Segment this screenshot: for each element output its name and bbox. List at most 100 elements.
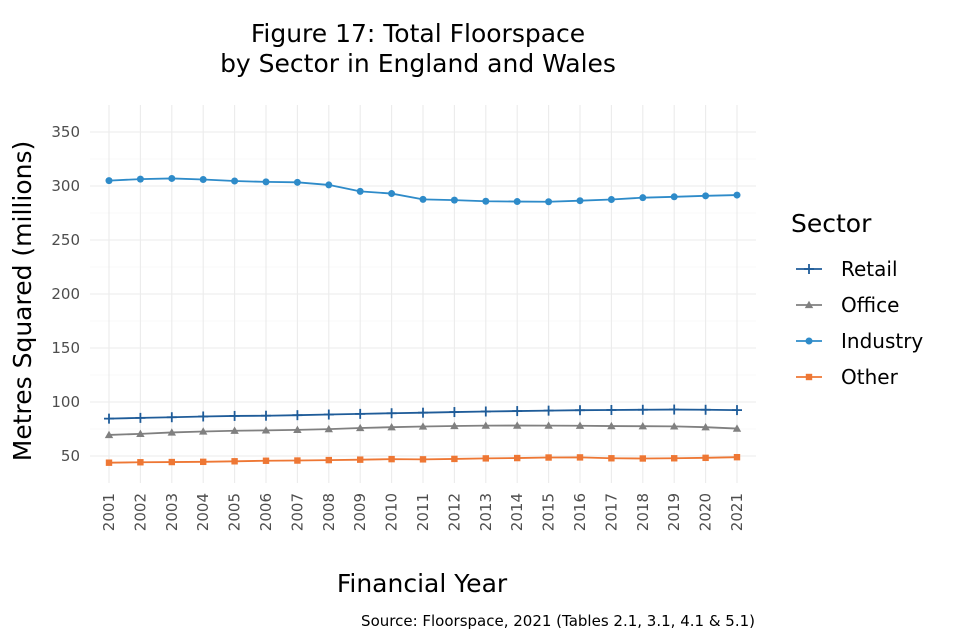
- x-tick-label: 2007: [288, 493, 306, 531]
- data-point-office: [481, 421, 490, 429]
- data-point-industry: [419, 195, 427, 203]
- legend-key-marker-retail: [804, 264, 814, 274]
- x-axis-ticks: 2001 2002 2003 2004 2005 2006 2007 2008 2009 2010…: [100, 493, 746, 531]
- x-tick-label: 2004: [194, 493, 212, 531]
- data-point-office: [544, 421, 553, 429]
- y-axis-title: Metres Squared (millions): [8, 141, 37, 461]
- data-point-office: [230, 426, 239, 434]
- x-tick-label: 2011: [414, 493, 432, 531]
- data-point-retail: [198, 411, 209, 422]
- x-tick-label: 2008: [320, 493, 338, 531]
- series-industry: [105, 174, 741, 206]
- data-point-office: [167, 428, 176, 436]
- x-tick-label: 2021: [728, 493, 746, 531]
- data-point-office: [701, 422, 710, 431]
- x-tick-label: 2017: [602, 493, 620, 531]
- data-point-other: [482, 455, 489, 462]
- data-point-industry: [545, 198, 553, 206]
- data-point-other: [671, 455, 678, 462]
- data-point-industry: [607, 196, 615, 203]
- data-point-office: [513, 421, 522, 429]
- data-point-other: [514, 454, 521, 462]
- data-point-office: [575, 421, 585, 429]
- data-point-other: [451, 455, 458, 463]
- x-tick-label: 2018: [634, 493, 652, 531]
- data-point-industry: [231, 177, 239, 185]
- data-point-other: [294, 457, 301, 464]
- x-tick-label: 2001: [100, 493, 118, 531]
- data-point-retail: [700, 404, 711, 415]
- data-point-industry: [388, 190, 396, 198]
- legend-key-marker-industry: [805, 337, 813, 345]
- data-point-other: [608, 455, 615, 462]
- data-point-retail: [135, 412, 146, 423]
- data-point-other: [231, 458, 238, 465]
- y-axis-ticks: 50 100 150 200 250 300 350: [51, 123, 80, 465]
- y-tick-label: 250: [51, 231, 80, 249]
- data-point-industry: [482, 197, 490, 205]
- data-point-industry: [702, 192, 710, 200]
- data-point-office: [293, 425, 302, 434]
- x-tick-label: 2005: [226, 493, 244, 531]
- data-point-industry: [262, 178, 270, 186]
- y-tick-label: 50: [61, 447, 80, 465]
- data-point-other: [702, 454, 709, 462]
- data-point-industry: [576, 197, 584, 205]
- data-point-other: [388, 455, 395, 463]
- legend-key-marker-office: [804, 300, 814, 309]
- x-tick-label: 2006: [257, 493, 275, 531]
- x-tick-label: 2010: [383, 493, 401, 531]
- data-point-office: [450, 421, 459, 430]
- data-point-retail: [669, 404, 680, 415]
- data-point-other: [325, 456, 332, 464]
- x-tick-label: 2002: [131, 493, 149, 531]
- legend-item-other: Other: [796, 365, 899, 389]
- data-point-office: [670, 422, 679, 430]
- data-point-office: [104, 430, 114, 439]
- data-point-industry: [639, 194, 647, 202]
- data-point-office: [418, 422, 428, 430]
- data-point-office: [387, 422, 396, 431]
- data-point-office: [732, 424, 742, 432]
- data-point-retail: [355, 408, 366, 419]
- data-point-retail: [606, 404, 617, 415]
- x-tick-label: 2013: [477, 493, 495, 531]
- data-point-retail: [512, 406, 523, 417]
- data-point-industry: [325, 181, 333, 189]
- data-point-office: [356, 423, 365, 432]
- x-tick-label: 2014: [508, 493, 526, 531]
- legend-item-office: Office: [796, 293, 899, 317]
- legend-label-other: Other: [841, 365, 899, 389]
- legend-label-industry: Industry: [841, 329, 923, 353]
- data-point-industry: [670, 193, 678, 201]
- x-tick-label: 2016: [571, 493, 589, 531]
- chart-title-line-1: Figure 17: Total Floorspace: [251, 19, 585, 48]
- data-point-retail: [543, 405, 554, 416]
- series-other: [105, 453, 741, 466]
- data-point-retail: [292, 410, 303, 421]
- x-tick-label: 2020: [697, 493, 715, 531]
- data-point-office: [607, 421, 616, 430]
- data-point-retail: [637, 404, 648, 415]
- source-caption: Source: Floorspace, 2021 (Tables 2.1, 3.…: [361, 612, 755, 630]
- data-point-other: [576, 454, 584, 461]
- x-tick-label: 2012: [445, 493, 463, 531]
- data-point-retail: [449, 407, 460, 418]
- data-point-retail: [418, 407, 428, 418]
- y-tick-label: 300: [51, 177, 80, 195]
- series-retail: [104, 404, 742, 424]
- legend-label-retail: Retail: [841, 257, 898, 281]
- y-tick-label: 100: [51, 393, 80, 411]
- data-point-office: [324, 424, 333, 433]
- data-point-industry: [733, 191, 741, 199]
- y-tick-label: 350: [51, 123, 80, 141]
- data-point-industry: [356, 187, 364, 195]
- x-tick-label: 2009: [351, 493, 369, 531]
- data-point-retail: [261, 410, 271, 421]
- data-point-industry: [450, 196, 458, 204]
- data-point-retail: [575, 405, 585, 416]
- chart-title: Figure 17: Total Floorspace by Sector in…: [220, 19, 616, 78]
- plot-series: [104, 174, 742, 466]
- x-tick-label: 2015: [540, 493, 558, 531]
